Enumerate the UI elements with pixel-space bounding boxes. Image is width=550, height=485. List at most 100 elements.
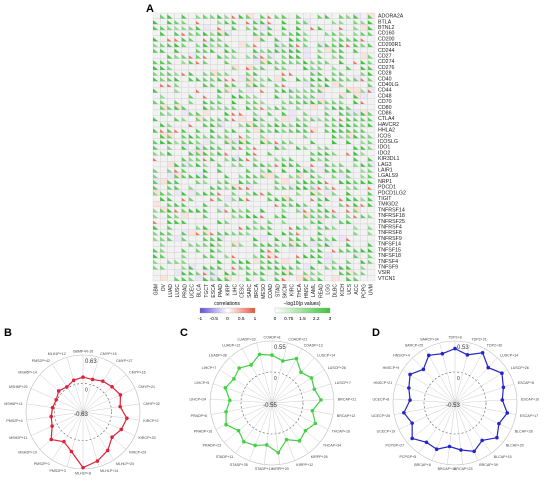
significance-mark: [246, 208, 252, 213]
heatmap-cell: [274, 149, 283, 156]
radar-spoke: [248, 402, 273, 461]
radar-spoke: [424, 348, 456, 404]
significance-mark: [188, 156, 195, 162]
heatmap-cell: [181, 178, 189, 185]
radar-point: [257, 352, 262, 357]
significance-mark: [281, 185, 288, 190]
significance-mark: [231, 156, 238, 162]
correlation-mark: [210, 231, 215, 236]
heatmap-cell: [310, 41, 318, 48]
significance-mark: [339, 179, 345, 185]
heatmap-cell: [217, 201, 225, 208]
significance-mark: [231, 128, 238, 133]
radar-axis-label: BRCAP+23: [454, 467, 472, 471]
significance-mark: [195, 208, 202, 213]
heatmap-cell: [245, 252, 254, 259]
significance-mark: [317, 214, 324, 219]
significance-mark: [346, 168, 352, 173]
significance-mark: [210, 134, 216, 139]
heatmap-cell: [174, 132, 182, 139]
significance-mark: [317, 208, 324, 213]
radar-axis-label: STADP+35: [230, 463, 248, 467]
significance-mark: [339, 111, 345, 116]
radar-axis-label: LIHCP+5: [195, 381, 210, 385]
radar-point: [501, 385, 506, 390]
significance-mark: [174, 88, 180, 93]
heatmap-cell: [160, 143, 168, 151]
heatmap-cell: [260, 149, 268, 156]
significance-mark: [339, 134, 345, 139]
significance-mark: [317, 14, 324, 19]
significance-mark: [210, 265, 216, 270]
radar-point: [410, 436, 414, 441]
heatmap-cell: [202, 109, 211, 116]
heatmap-cell: [310, 143, 318, 151]
heatmap-cell: [152, 269, 161, 276]
significance-mark: [317, 276, 324, 281]
row-label: TNFSF4: [378, 259, 398, 265]
radar-spoke: [454, 402, 512, 430]
radar-point: [465, 353, 470, 357]
heatmap-cell: [210, 218, 218, 225]
correlation-mark: [367, 186, 373, 190]
heatmap-cell: [260, 41, 268, 48]
significance-mark: [181, 208, 188, 213]
heatmap-cell: [174, 92, 182, 99]
heatmap-cell: [195, 195, 204, 202]
heatmap-cell: [181, 212, 189, 219]
significance-mark: [160, 242, 166, 247]
correlation-mark: [310, 26, 315, 31]
heatmap-cell: [296, 246, 304, 253]
significance-mark: [160, 77, 166, 82]
significance-mark: [238, 259, 245, 264]
significance-mark: [174, 276, 180, 281]
radar-point: [459, 448, 463, 452]
significance-mark: [324, 145, 331, 150]
radar-axis-label: BRCAP+12: [337, 414, 355, 418]
radar-axis-label: UCECP+26: [371, 414, 390, 418]
heatmap-cell: [324, 172, 333, 179]
significance-mark: [217, 31, 223, 36]
radar-point: [95, 459, 100, 463]
significance-mark: [289, 31, 295, 36]
significance-mark: [210, 191, 216, 196]
heatmap-cell: [324, 24, 333, 31]
heatmap-cell: [195, 201, 204, 208]
heatmap-cell: [210, 206, 218, 213]
significance-mark: [217, 37, 223, 42]
correlation-mark: [231, 15, 237, 19]
significance-mark: [246, 276, 252, 281]
heatmap-cell: [210, 201, 218, 208]
heatmap-cell: [167, 240, 175, 247]
significance-mark: [317, 202, 324, 207]
significance-mark: [353, 128, 359, 133]
significance-mark: [367, 253, 374, 259]
heatmap-cell: [353, 166, 361, 173]
significance-mark: [367, 168, 374, 173]
significance-mark: [224, 20, 230, 25]
radar-point: [434, 447, 439, 452]
significance-mark: [174, 202, 180, 207]
radar-point: [426, 353, 431, 358]
radar-axis-label: MLH1P+12: [48, 352, 66, 356]
significance-mark: [267, 60, 273, 65]
heatmap-cell: [224, 258, 232, 265]
significance-mark: [181, 60, 188, 65]
radar-axis-label: MSH6P+29: [9, 385, 27, 389]
column-label: TGCT: [204, 284, 210, 298]
significance-mark: [339, 162, 345, 167]
row-label: TNFRSF4: [378, 225, 402, 231]
significance-mark: [238, 122, 245, 128]
significance-mark: [203, 151, 209, 156]
significance-mark: [274, 179, 281, 185]
heatmap-cell: [288, 24, 297, 31]
significance-mark: [210, 117, 216, 122]
significance-mark: [167, 214, 173, 219]
row-label: CD86: [378, 110, 392, 116]
heatmap-cell: [288, 212, 297, 219]
row-label: TNFRSF18: [378, 213, 405, 219]
significance-mark: [303, 37, 309, 42]
heatmap-cell: [152, 52, 161, 59]
heatmap-cell: [195, 98, 204, 105]
significance-mark: [195, 145, 202, 150]
